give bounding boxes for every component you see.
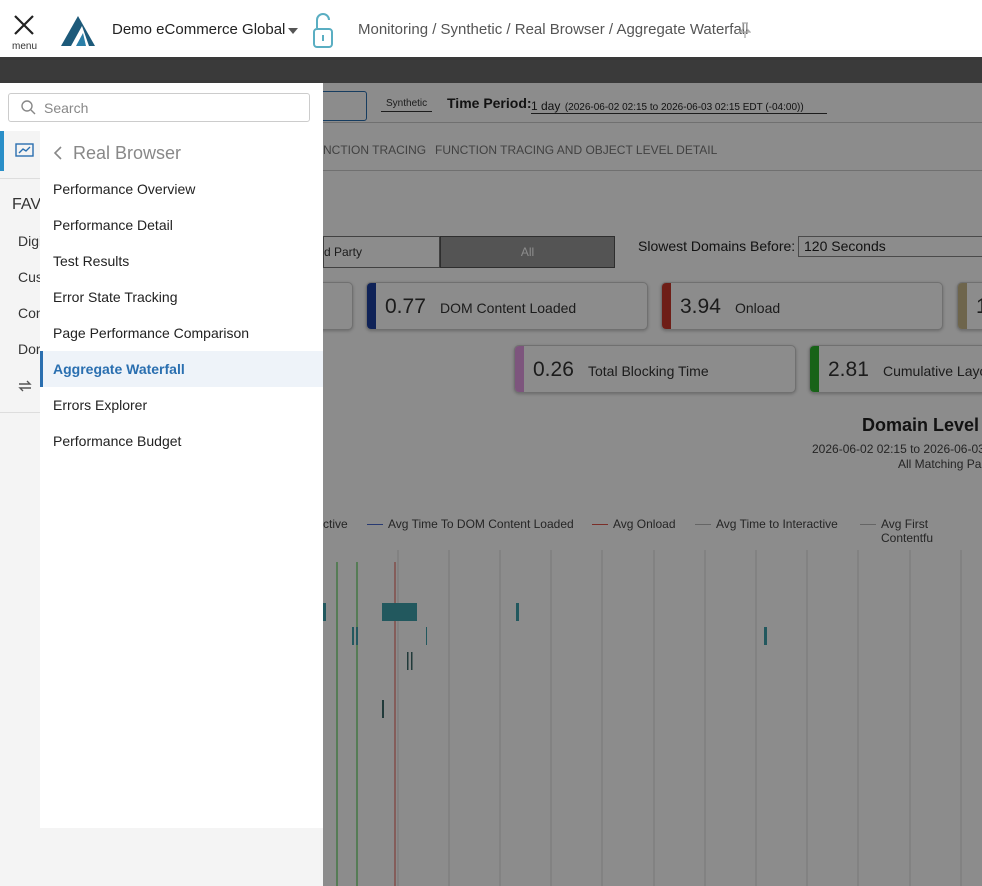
menu-item[interactable]: Performance Overview: [53, 181, 196, 197]
rail: [0, 131, 40, 886]
rail-bottom: [40, 828, 323, 886]
metric-value: 3.94: [680, 295, 721, 318]
metric-value: 1: [976, 295, 982, 319]
metric-value: 0.26: [533, 358, 574, 381]
filter-option[interactable]: All: [440, 236, 615, 268]
logo: [61, 16, 95, 46]
filter-option-label: d Party: [324, 245, 363, 259]
pin-icon[interactable]: [739, 22, 751, 38]
rail-item[interactable]: Dor: [18, 341, 41, 357]
metric-label: Onload: [735, 300, 781, 316]
metric-card: 2.81 Cumulative Layo: [809, 345, 982, 393]
rail-icon[interactable]: [17, 378, 33, 394]
metric-value: 2.81: [828, 358, 869, 381]
menu-label[interactable]: menu: [12, 41, 38, 52]
rail-item[interactable]: Con: [18, 305, 44, 321]
legend-label: Avg Time To DOM Content Loaded: [388, 517, 574, 531]
tab[interactable]: NCTION TRACING: [323, 143, 427, 157]
menu-item[interactable]: Page Performance Comparison: [53, 325, 250, 341]
filter-option[interactable]: d Party: [323, 236, 440, 268]
legend-item[interactable]: ctive: [323, 517, 348, 531]
metric-card: 3.94 Onload: [661, 282, 943, 330]
legend-swatch: [860, 524, 876, 525]
metric-label: DOM Content Loaded: [440, 300, 577, 316]
dropdown-caret[interactable]: [288, 28, 298, 34]
search-icon: [21, 100, 36, 115]
submenu-title[interactable]: Real Browser: [73, 143, 182, 163]
legend-label: Avg Time to Interactive: [716, 517, 838, 531]
top-bar: [0, 57, 982, 83]
metric-color: [810, 346, 819, 392]
search-box[interactable]: Search: [8, 93, 310, 122]
menu-item[interactable]: Performance Detail: [53, 217, 173, 233]
submenu: [40, 131, 323, 828]
filter-option-label: All: [520, 245, 535, 259]
rail-item[interactable]: Digi: [18, 233, 43, 249]
legend-swatch: [367, 524, 383, 525]
legend-swatch: [592, 524, 608, 525]
metric-card: 0.26 Total Blocking Time: [514, 345, 796, 393]
lock-icon[interactable]: [312, 12, 336, 50]
rail-active-marker: [0, 131, 4, 171]
divider: [323, 122, 982, 123]
metric-value: 0.77: [385, 295, 426, 318]
page-content: [323, 83, 982, 886]
report-title: Domain Level A: [862, 415, 982, 435]
search-placeholder: Search: [44, 100, 89, 116]
back-arrow[interactable]: [53, 146, 63, 160]
rail-item[interactable]: Cus: [18, 269, 43, 285]
menu-item[interactable]: Test Results: [53, 253, 130, 269]
legend-item[interactable]: Avg Time To DOM Content Loaded: [367, 517, 574, 531]
time-period-select[interactable]: 1 day (2026-06-02 02:15 to 2026-06-03 02…: [531, 97, 827, 114]
waterfall: [323, 550, 962, 886]
slowest-label: Slowest Domains Before:: [638, 238, 796, 254]
legend-label: Avg Onload: [613, 517, 676, 531]
legend-label: ctive: [323, 517, 348, 531]
modal-overlay[interactable]: [323, 83, 982, 886]
slowest-value: 120 Seconds: [804, 238, 886, 254]
report-filter: All Matching Pa: [898, 457, 982, 471]
slowest-select[interactable]: 120 Seconds: [798, 236, 982, 257]
source-button[interactable]: Synthetic: [381, 98, 433, 112]
time-period-label: Time Period:: [447, 95, 532, 111]
legend-item[interactable]: Avg Time to Interactive: [695, 517, 838, 531]
menu-item[interactable]: Error State Tracking: [53, 289, 178, 305]
rail-heading: FAV: [12, 196, 42, 213]
metric-card: 1: [957, 282, 982, 330]
menu-item[interactable]: Aggregate Waterfall: [40, 351, 323, 387]
time-period-range: (2026-06-02 02:15 to 2026-06-03 02:15 ED…: [564, 102, 804, 113]
divider: [0, 178, 40, 179]
metric-color: [515, 346, 524, 392]
org-name[interactable]: Demo eCommerce Global: [112, 21, 286, 38]
metric-card: 0.77 DOM Content Loaded: [366, 282, 648, 330]
menu-item[interactable]: Performance Budget: [53, 433, 182, 449]
divider: [323, 170, 982, 171]
legend-item[interactable]: Avg First Contentfu: [860, 517, 982, 545]
metric-color: [958, 283, 967, 329]
metric-color: [367, 283, 376, 329]
close-icon[interactable]: [13, 14, 35, 36]
legend-swatch: [695, 524, 711, 525]
menu-item[interactable]: Errors Explorer: [53, 397, 148, 413]
rail-icon[interactable]: [15, 142, 35, 160]
legend-item[interactable]: Avg Onload: [592, 517, 676, 531]
metric-label: Total Blocking Time: [588, 363, 709, 379]
legend-label: Avg First Contentfu: [881, 517, 934, 545]
time-period-value: 1 day: [531, 99, 561, 113]
metric-label: Cumulative Layo: [883, 363, 982, 379]
report-range: 2026-06-02 02:15 to 2026-06-03: [812, 442, 982, 456]
breadcrumb: Monitoring / Synthetic / Real Browser / …: [358, 21, 749, 38]
tab[interactable]: FUNCTION TRACING AND OBJECT LEVEL DETAIL: [435, 143, 718, 157]
metric-color: [662, 283, 671, 329]
divider: [0, 412, 40, 413]
